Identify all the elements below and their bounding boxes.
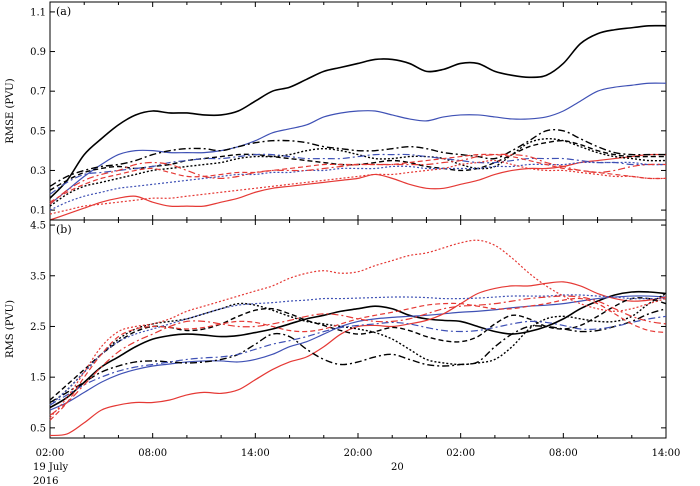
x-tick-label: 20:00 <box>344 448 373 459</box>
series-line-red-dashed <box>49 297 667 421</box>
x-axis-labels: 02:0008:0014:0020:0002:0008:0014:0020:00… <box>36 448 681 459</box>
panel-a-ylabel: RMSE (PVU) <box>5 78 16 143</box>
series-line-red-dotted <box>49 239 667 419</box>
series-line-blue-dash-dot <box>49 315 667 406</box>
y-tick-label: 4.5 <box>30 221 46 232</box>
y-tick-label: 0.3 <box>30 166 46 177</box>
series-line-black-solid <box>49 290 667 409</box>
x-tick-label: 14:00 <box>652 448 681 459</box>
y-tick-label: 0.5 <box>30 126 46 137</box>
y-tick-label: 0.9 <box>30 47 46 58</box>
y-tick-label: 0.5 <box>30 423 46 434</box>
series-line-black-dotted <box>49 137 667 207</box>
x-tick-label: 14:00 <box>241 448 270 459</box>
series-line-black-dash-dot <box>49 308 667 404</box>
y-tick-label: 1.5 <box>30 373 46 384</box>
series-line-black-dash-dot <box>49 129 666 187</box>
date-label-day: 19 July <box>33 462 69 473</box>
series-line-black-dashed <box>49 139 666 191</box>
series-line-red-dashed <box>49 153 667 203</box>
series-line-blue-solid <box>49 295 667 411</box>
x-tick-label: 02:00 <box>446 448 475 459</box>
series-line-red-solid <box>49 281 667 437</box>
y-tick-label: 1.1 <box>30 7 46 18</box>
series-line-black-dashed <box>49 297 667 401</box>
panel-b-label: (b) <box>56 223 72 236</box>
x-tick-label: 08:00 <box>138 448 167 459</box>
panel-a-label: (a) <box>56 5 71 18</box>
y-tick-label: 0.7 <box>30 87 46 98</box>
y-tick-label: 3.5 <box>30 271 46 282</box>
x-tick-label: 02:00 <box>36 448 65 459</box>
series-line-red-dash-dot <box>49 295 667 416</box>
series-line-blue-dotted <box>49 161 667 211</box>
panel-a-series <box>49 24 667 221</box>
series-line-red-dash-dot <box>49 153 667 205</box>
panel-a-rmse: (a) RMSE (PVU) 0.1 0.3 0.5 0.7 0.9 1.1 <box>5 1 667 221</box>
y-tick-label: 0.1 <box>30 206 46 217</box>
panel-b-series <box>49 239 667 437</box>
series-line-black-dotted <box>49 292 667 406</box>
panel-a-yticks: 0.1 0.3 0.5 0.7 0.9 1.1 <box>30 7 666 217</box>
panel-b-xticks <box>49 220 667 438</box>
series-line-red-dotted <box>49 159 667 215</box>
x-tick-label: 08:00 <box>549 448 578 459</box>
date-label-year: 2016 <box>33 476 58 486</box>
series-line-blue-solid <box>49 82 667 205</box>
panel-b-rms: (b) RMS (PVU) 0.5 1.5 2.5 3.5 4.5 <box>5 219 667 439</box>
series-line-blue-dotted <box>49 294 666 406</box>
date-label-next-day: 20 <box>391 462 404 473</box>
panel-a-xticks <box>49 2 667 220</box>
series-line-black-solid <box>49 24 667 199</box>
panel-b-ylabel: RMS (PVU) <box>5 300 16 358</box>
panel-b-yticks: 0.5 1.5 2.5 3.5 4.5 <box>30 221 666 434</box>
series-line-blue-dash-dot <box>49 153 666 195</box>
y-tick-label: 2.5 <box>30 322 46 333</box>
